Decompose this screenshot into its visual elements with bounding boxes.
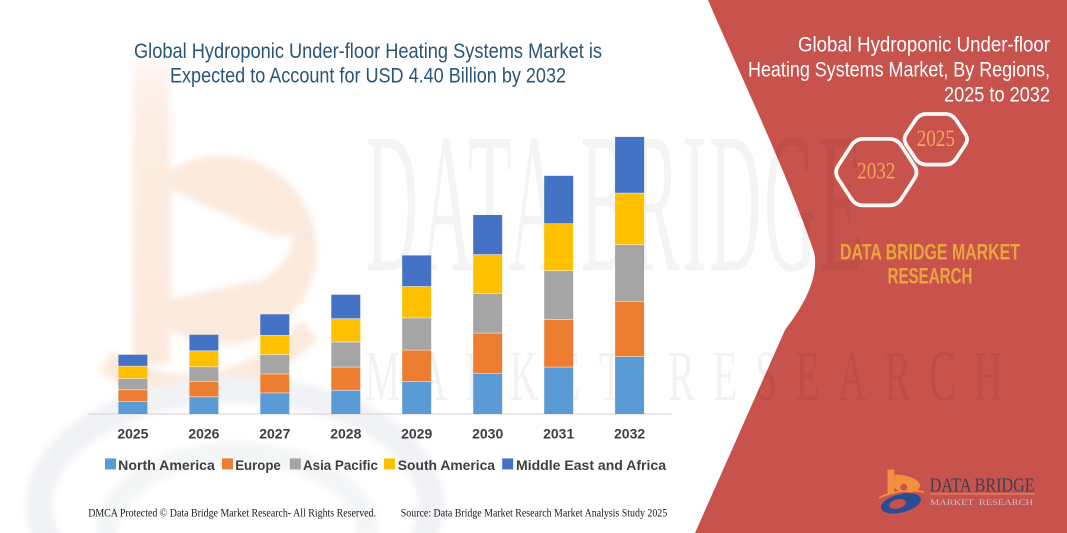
- svg-text:2025 to 2032: 2025 to 2032: [944, 83, 1050, 106]
- svg-text:2027: 2027: [259, 425, 290, 441]
- svg-text:2025: 2025: [917, 126, 955, 151]
- svg-text:Asia Pacific: Asia Pacific: [303, 457, 378, 473]
- svg-text:Heating Systems Market, By Reg: Heating Systems Market, By Regions,: [748, 59, 1050, 82]
- svg-text:Expected to Account for USD 4.: Expected to Account for USD 4.40 Billion…: [170, 65, 566, 88]
- svg-text:DATA BRIDGE MARKET: DATA BRIDGE MARKET: [840, 240, 1020, 265]
- svg-text:Source: Data Bridge Market Res: Source: Data Bridge Market Research Mark…: [401, 508, 668, 520]
- svg-text:2025: 2025: [117, 425, 148, 441]
- svg-text:2031: 2031: [543, 425, 574, 441]
- svg-text:MARKET RESEARCH: MARKET RESEARCH: [930, 498, 1033, 507]
- svg-text:DATA BRIDGE: DATA BRIDGE: [930, 474, 1035, 496]
- svg-text:Middle East and Africa: Middle East and Africa: [516, 457, 666, 473]
- svg-text:2032: 2032: [857, 158, 895, 183]
- svg-text:2032: 2032: [614, 425, 645, 441]
- svg-text:Global Hydroponic Under-floor: Global Hydroponic Under-floor: [798, 34, 1050, 57]
- svg-text:2028: 2028: [330, 425, 361, 441]
- svg-text:2026: 2026: [188, 425, 219, 441]
- svg-text:2030: 2030: [472, 425, 503, 441]
- svg-text:RESEARCH: RESEARCH: [888, 264, 973, 289]
- svg-text:DATA BRIDGE: DATA BRIDGE: [366, 92, 866, 314]
- svg-text:Europe: Europe: [235, 457, 281, 473]
- svg-text:North America: North America: [118, 457, 215, 473]
- svg-text:Global Hydroponic Under-floor: Global Hydroponic Under-floor Heating Sy…: [134, 40, 602, 63]
- svg-text:DMCA Protected © Data Bridge M: DMCA Protected © Data Bridge Market Rese…: [88, 508, 376, 520]
- svg-text:South America: South America: [398, 457, 495, 473]
- svg-text:2029: 2029: [401, 425, 432, 441]
- svg-text:MARKET RESEARCH: MARKET RESEARCH: [365, 336, 1020, 417]
